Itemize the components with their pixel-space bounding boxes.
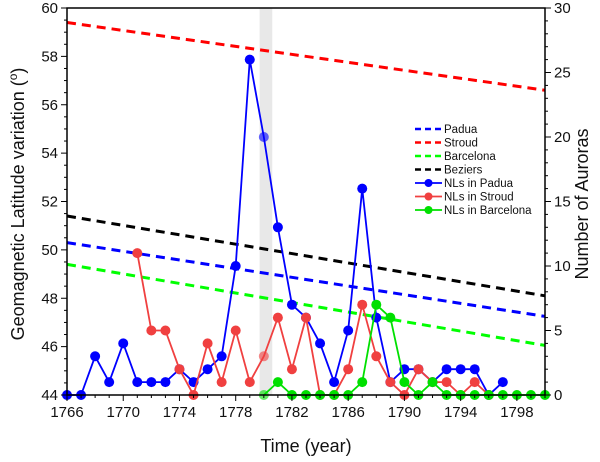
point-nls-in-stroud	[230, 325, 241, 336]
point-nls-in-padua	[132, 377, 143, 388]
y-left-tick-label: 50	[41, 242, 58, 259]
point-nls-in-padua	[258, 132, 269, 142]
point-nls-in-barcelona	[357, 377, 368, 388]
y-left-tick-label: 52	[41, 194, 58, 211]
point-nls-in-stroud	[258, 351, 269, 362]
point-nls-in-padua	[146, 377, 157, 388]
legend-label: NLs in Padua	[444, 178, 514, 190]
latitude-line-barcelona	[66, 262, 546, 347]
point-nls-in-stroud	[132, 248, 143, 259]
point-nls-in-padua	[441, 364, 452, 375]
point-nls-in-padua	[118, 338, 129, 349]
point-nls-in-stroud	[441, 377, 452, 388]
y-right-tick-label: 0	[554, 387, 562, 404]
point-nls-in-padua	[497, 377, 508, 388]
point-nls-in-barcelona	[371, 299, 382, 310]
y-right-tick-label: 15	[554, 194, 571, 211]
point-nls-in-stroud	[272, 312, 283, 323]
point-nls-in-stroud	[146, 325, 157, 336]
y-left-tick-label: 44	[41, 387, 58, 404]
x-tick-label: 1794	[444, 404, 477, 421]
legend-label: NLs in Stroud	[444, 192, 514, 204]
point-nls-in-padua	[286, 299, 297, 310]
x-tick-label: 1774	[163, 404, 196, 421]
y-left-tick-label: 48	[41, 290, 58, 307]
point-nls-in-padua	[469, 364, 480, 375]
point-nls-in-barcelona	[385, 312, 396, 323]
y-axis-right-label: Number of Auroras	[572, 128, 592, 279]
point-nls-in-stroud	[202, 338, 213, 349]
y-left-tick-label: 54	[41, 145, 58, 162]
point-nls-in-padua	[244, 54, 255, 65]
y-axis-left-label: Geomagnetic Latitude variation (o)	[6, 68, 28, 341]
y-right-tick-label: 25	[554, 65, 571, 82]
latitude-line-padua	[66, 241, 546, 318]
x-tick-label: 1778	[219, 404, 252, 421]
point-nls-in-stroud	[385, 377, 396, 388]
point-nls-in-padua	[230, 261, 241, 271]
point-nls-in-padua	[329, 377, 340, 388]
legend-label: Barcelona	[444, 151, 496, 163]
legend-label: Beziers	[444, 165, 483, 177]
point-nls-in-padua	[160, 377, 171, 388]
point-nls-in-stroud	[301, 312, 311, 323]
point-nls-in-padua	[272, 222, 283, 233]
point-nls-in-padua	[357, 183, 368, 194]
point-nls-in-stroud	[244, 377, 255, 388]
legend-swatch-marker	[424, 206, 433, 214]
degree-superscript: o	[6, 73, 20, 80]
point-nls-in-stroud	[160, 325, 171, 336]
y-right-tick-label: 30	[554, 0, 571, 17]
point-nls-in-padua	[343, 325, 354, 336]
point-nls-in-stroud	[216, 377, 227, 388]
x-tick-label: 1766	[50, 404, 83, 421]
series-line-nls-in-stroud	[136, 252, 490, 398]
latitude-line-stroud	[66, 21, 546, 92]
point-nls-in-stroud	[469, 377, 480, 388]
latitude-line-beziers	[66, 214, 546, 298]
point-nls-in-padua	[315, 338, 326, 349]
point-nls-in-barcelona	[427, 377, 438, 388]
x-tick-label: 1798	[500, 404, 533, 421]
x-tick-label: 1782	[275, 404, 308, 421]
y-right-tick-label: 20	[554, 129, 571, 146]
y-right-tick-label: 10	[554, 258, 571, 275]
legend-label: NLs in Barcelona	[444, 205, 532, 217]
point-nls-in-padua	[202, 364, 213, 375]
point-nls-in-stroud	[174, 364, 185, 375]
y-left-tick-label: 56	[41, 97, 58, 114]
y-left-tick-label: 46	[41, 339, 58, 356]
legend-swatch-marker	[424, 192, 433, 201]
y-right-tick-label: 5	[554, 323, 562, 340]
legend-swatch-marker	[424, 179, 433, 187]
point-nls-in-stroud	[371, 351, 382, 362]
point-nls-in-stroud	[413, 364, 424, 375]
point-nls-in-padua	[455, 364, 466, 375]
y-left-tick-label: 60	[41, 0, 58, 17]
x-tick-label: 1770	[107, 404, 140, 421]
point-nls-in-barcelona	[272, 377, 283, 388]
legend-label: Stroud	[444, 138, 478, 150]
point-nls-in-padua	[216, 351, 227, 362]
point-nls-in-padua	[104, 377, 115, 388]
y-left-tick-label: 58	[41, 48, 58, 65]
point-nls-in-stroud	[343, 364, 354, 375]
point-nls-in-barcelona	[399, 377, 410, 388]
point-nls-in-stroud	[286, 364, 297, 375]
point-nls-in-stroud	[357, 299, 368, 310]
x-axis-label: Time (year)	[260, 436, 351, 456]
x-tick-label: 1790	[388, 404, 421, 421]
x-tick-label: 1786	[331, 404, 364, 421]
point-nls-in-padua	[90, 351, 101, 362]
legend-label: Padua	[444, 124, 478, 136]
